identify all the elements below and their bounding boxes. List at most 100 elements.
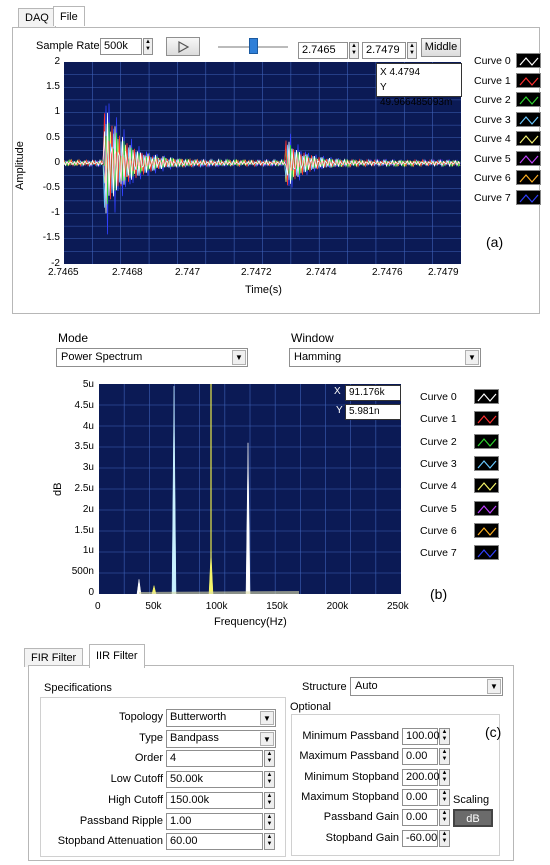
legend-item-curve-7[interactable]: Curve 7 [420,545,505,563]
legend-label[interactable]: Curve 7 [474,191,511,204]
x-tick-label[interactable]: 250k [387,601,409,612]
db-button[interactable]: dB [453,809,493,827]
tab-iir-filter[interactable]: IIR Filter [89,644,145,668]
legend-item-curve-0[interactable]: Curve 0 [420,389,505,407]
sample-rates-stepper[interactable]: ▲ ▼ [143,38,153,55]
legend-item-curve-3[interactable]: Curve 3 [420,455,505,474]
y-tick-label[interactable]: 2.5u [74,483,94,494]
y-tick-label[interactable]: 3u [82,462,94,474]
legend-label[interactable]: Curve 7 [420,547,457,560]
sample-rates-input[interactable]: 500k [100,38,142,55]
field-input[interactable]: 150.00k [166,791,263,809]
field-label[interactable]: Low Cutoff [110,773,163,786]
field-stepper[interactable]: ▲ ▼ [439,788,450,806]
field-label[interactable]: High Cutoff [108,793,163,806]
field-dropdown[interactable]: Bandpass ▼ [166,729,276,748]
mode-dropdown[interactable]: Power Spectrum ▼ [56,348,248,367]
tab-fir-filter[interactable]: FIR Filter [24,648,84,667]
field-label[interactable]: Passband Gain [323,811,399,824]
legend-label[interactable]: Curve 5 [420,502,457,515]
field-stepper[interactable]: ▲ ▼ [264,812,275,830]
x-tick-label[interactable]: 2.7476 [372,267,403,278]
legend-item-curve-1[interactable]: Curve 1 [420,411,505,429]
y-tick-label[interactable]: 500n [71,566,94,578]
field-input[interactable]: 60.00 [166,833,263,851]
range-start-input[interactable]: 2.7465 [298,42,348,59]
time-plot[interactable] [64,62,461,264]
field-input[interactable]: 0.00 [402,809,438,827]
field-stepper[interactable]: ▲ ▼ [264,833,275,851]
middle-button[interactable]: Middle [421,38,461,57]
legend-item-curve-5[interactable]: Curve 5 [472,150,542,169]
window-dropdown[interactable]: Hamming ▼ [289,348,481,367]
field-label[interactable]: Maximum Stopband [301,790,399,803]
field-input[interactable]: 50.00k [166,771,263,789]
slider-thumb[interactable] [249,38,258,54]
field-input[interactable]: 100.00 [402,728,440,745]
field-label[interactable]: Stopband Gain [325,831,399,844]
x-tick-label[interactable]: 50k [145,601,162,612]
y-tick-label[interactable]: 2u [82,503,94,515]
field-label[interactable]: Stopband Attenuation [57,835,163,848]
x-tick-label[interactable]: 100k [205,601,228,612]
field-dropdown[interactable]: Butterworth ▼ [166,709,276,727]
legend-label[interactable]: Curve 3 [420,457,457,470]
field-label[interactable]: Minimum Passband [302,730,399,742]
field-stepper[interactable]: ▲ ▼ [264,771,275,789]
tab-file[interactable]: File [53,6,85,26]
legend-label[interactable]: Curve 4 [474,133,511,145]
legend-item-curve-0[interactable]: Curve 0 [472,53,542,71]
legend-item-curve-4[interactable]: Curve 4 [472,131,542,149]
legend-item-curve-4[interactable]: Curve 4 [420,478,505,496]
x-tick-label[interactable]: 2.7472 [241,267,272,278]
y-tick-label[interactable]: 1u [82,545,94,557]
structure-dropdown[interactable]: Auto ▼ [350,677,503,696]
field-label[interactable]: Type [139,731,163,744]
y-tick-label[interactable]: -1 [51,207,60,219]
legend-item-curve-1[interactable]: Curve 1 [472,72,542,91]
field-label[interactable]: Passband Ripple [79,814,163,827]
x-tick-label[interactable]: 2.7465 [48,267,79,278]
y-tick-label[interactable]: 3.5u [74,441,94,453]
legend-item-curve-3[interactable]: Curve 3 [472,111,542,130]
legend-label[interactable]: Curve 3 [474,113,511,126]
y-tick-label[interactable]: -0.5 [42,182,60,193]
legend-item-curve-7[interactable]: Curve 7 [472,189,542,208]
legend-item-curve-2[interactable]: Curve 2 [472,92,542,110]
y-tick-label[interactable]: 1 [54,106,60,118]
legend-label[interactable]: Curve 1 [420,413,457,426]
legend-label[interactable]: Curve 2 [474,94,511,106]
range-start-stepper[interactable]: ▲ ▼ [349,42,359,59]
field-input[interactable]: 0.00 [402,748,438,766]
field-input[interactable]: 1.00 [166,812,263,830]
x-tick-label[interactable]: 0 [95,601,101,612]
legend-item-curve-5[interactable]: Curve 5 [420,500,505,519]
field-stepper[interactable]: ▲ ▼ [439,728,450,745]
x-tick-label[interactable]: 150k [266,601,288,612]
legend-label[interactable]: Curve 6 [420,524,457,537]
y-tick-label[interactable]: 1.5u [74,524,94,536]
field-stepper[interactable]: ▲ ▼ [439,768,450,786]
field-label[interactable]: Order [134,752,163,765]
y-tick-label[interactable]: -1.5 [42,232,60,244]
y-tick-label[interactable]: -2 [51,257,60,269]
y-tick-label[interactable]: 5u [82,379,94,390]
field-stepper[interactable]: ▲ ▼ [439,829,450,847]
y-tick-label[interactable]: 0.5 [46,131,60,143]
legend-item-curve-6[interactable]: Curve 6 [472,170,542,188]
legend-label[interactable]: Curve 5 [474,152,511,165]
play-button[interactable] [166,37,200,56]
field-input[interactable]: 4 [166,750,263,768]
legend-item-curve-6[interactable]: Curve 6 [420,522,505,541]
range-end-input[interactable]: 2.7479 [362,42,406,59]
legend-label[interactable]: Curve 1 [474,74,511,87]
legend-label[interactable]: Curve 4 [420,480,457,493]
range-end-stepper[interactable]: ▲ ▼ [407,42,417,59]
field-input[interactable]: -60.00 [402,829,438,847]
legend-label[interactable]: Curve 0 [420,391,457,403]
legend-label[interactable]: Curve 6 [474,172,511,184]
x-tick-label[interactable]: 200k [326,601,349,612]
y-tick-label[interactable]: 4.5u [74,399,94,411]
legend-label[interactable]: Curve 0 [474,55,511,67]
field-label[interactable]: Maximum Passband [299,750,399,763]
